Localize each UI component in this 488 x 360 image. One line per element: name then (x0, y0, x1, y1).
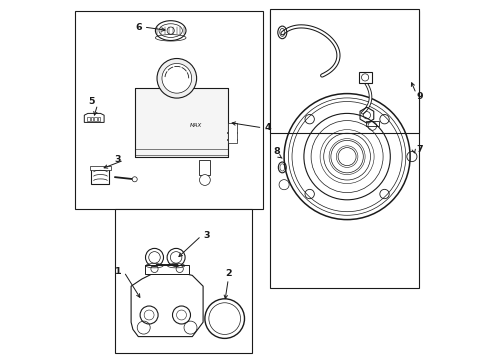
Bar (358, 72, 371, 83)
Text: 8: 8 (273, 148, 280, 156)
Text: 5: 5 (88, 97, 95, 107)
Bar (269, 11, 418, 288)
Circle shape (162, 63, 191, 93)
Bar (115, 209, 251, 353)
Bar (91, 117, 93, 121)
Bar (199, 160, 210, 175)
Bar (145, 265, 188, 274)
Text: 9: 9 (415, 91, 422, 100)
Text: 2: 2 (224, 269, 231, 278)
Bar (134, 88, 228, 157)
Text: 1: 1 (115, 267, 122, 276)
Text: 7: 7 (415, 145, 422, 154)
Bar (75, 11, 262, 209)
Bar (98, 117, 101, 121)
Circle shape (157, 59, 196, 98)
Text: MAX: MAX (189, 123, 201, 128)
Bar (94, 117, 97, 121)
Text: 6: 6 (135, 22, 142, 31)
Text: 3: 3 (203, 231, 209, 240)
Circle shape (132, 177, 137, 182)
Text: 4: 4 (264, 123, 270, 132)
Bar (228, 123, 237, 143)
Bar (91, 167, 109, 184)
Bar (87, 117, 89, 121)
Text: 3: 3 (114, 154, 121, 163)
Bar (269, 9, 418, 133)
Bar (89, 166, 111, 170)
Circle shape (199, 175, 210, 185)
